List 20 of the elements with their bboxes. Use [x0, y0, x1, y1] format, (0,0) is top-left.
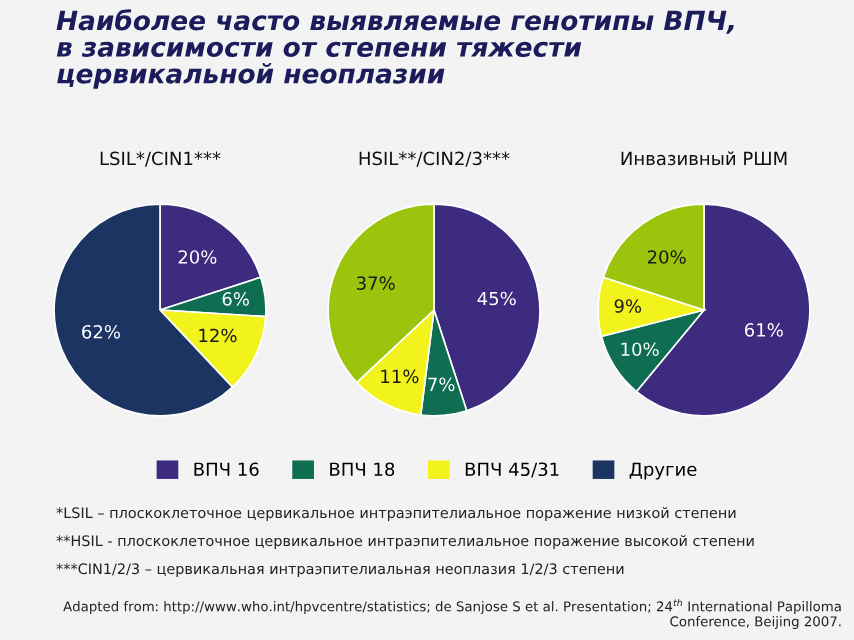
data-label: 6% [222, 292, 249, 306]
legend-label: Другие [629, 462, 697, 480]
data-label: 11% [381, 369, 419, 384]
text: Наиболее часто выявляемые генотипы ВПЧ, в зависимости от степени тяжести цервикальной неоплазии [56, 9, 734, 89]
data-label: 9% [614, 299, 642, 313]
legend-label: ВПЧ 16 [194, 462, 259, 477]
data-label: 12% [199, 328, 237, 343]
data-label: 10% [621, 342, 659, 357]
data-label: 20% [647, 250, 686, 264]
chart-subtitle: Инвазивный РШМ [621, 151, 787, 166]
chart-subtitle: LSIL*/CIN1*** [100, 151, 221, 167]
data-label: 7% [428, 377, 455, 392]
data-label: 62% [82, 324, 120, 339]
data-label: 61% [744, 323, 783, 337]
legend-label: ВПЧ 18 [330, 462, 395, 477]
data-label: 37% [357, 276, 395, 291]
data-label: 20% [178, 250, 217, 264]
data-label: 45% [477, 291, 516, 306]
legend-label: ВПЧ 45/31 [465, 462, 559, 478]
chart-subtitle: HSIL**/CIN2/3*** [359, 151, 510, 167]
